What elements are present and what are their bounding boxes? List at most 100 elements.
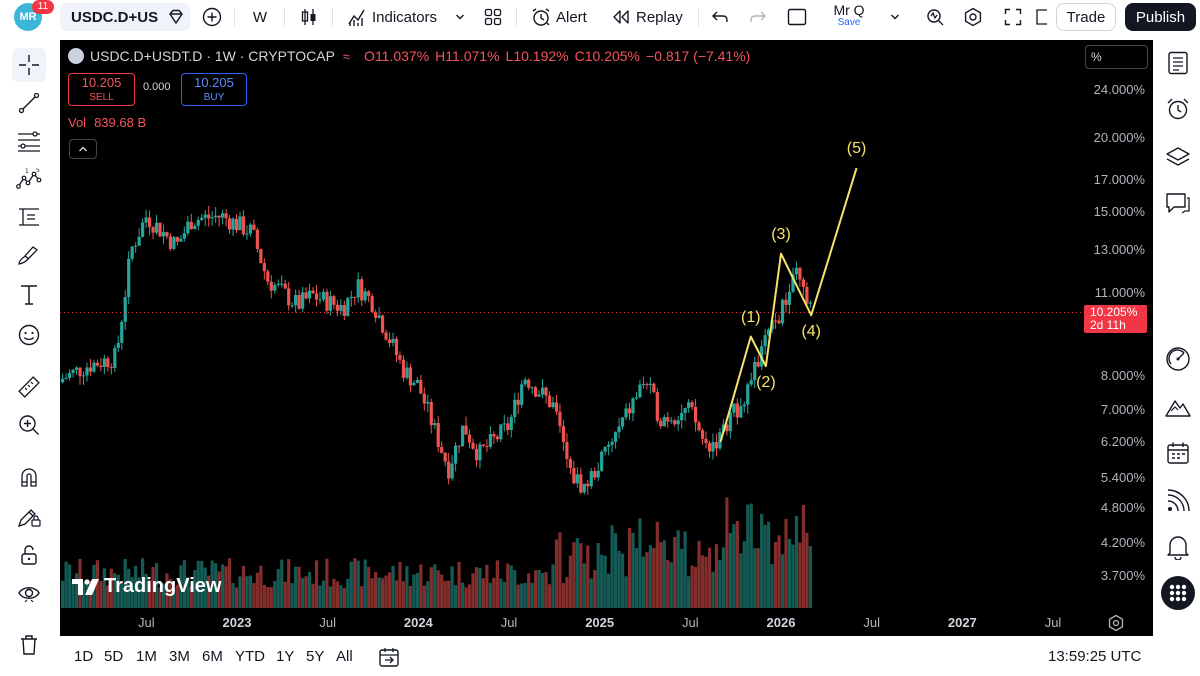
- hotlist-icon[interactable]: [1161, 342, 1195, 376]
- close-label: C: [574, 48, 585, 64]
- candle-body: [120, 321, 124, 343]
- crosshair-icon[interactable]: [12, 48, 46, 82]
- candle-body: [387, 339, 392, 344]
- candle-body: [596, 470, 600, 478]
- candle-body: [123, 297, 127, 322]
- long-position-icon[interactable]: [12, 200, 46, 234]
- interval-button[interactable]: W: [252, 8, 268, 26]
- brush-icon[interactable]: [12, 238, 46, 272]
- candle-body: [506, 423, 510, 431]
- price-scale-unit-button[interactable]: %: [1085, 45, 1148, 69]
- settings-icon[interactable]: [960, 0, 986, 34]
- publish-button[interactable]: Publish: [1125, 3, 1196, 31]
- ideas-icon[interactable]: [1161, 390, 1195, 424]
- volume-bar: [363, 559, 367, 608]
- volume-bar: [116, 574, 120, 608]
- quick-search-icon[interactable]: [922, 0, 948, 34]
- range-button-5y[interactable]: 5Y: [306, 648, 325, 665]
- volume-bar: [791, 544, 795, 608]
- trade-button[interactable]: Trade: [1056, 3, 1116, 31]
- fullscreen-icon[interactable]: [1000, 0, 1026, 34]
- symbol-search[interactable]: USDC.D+USDT.D: [60, 3, 190, 31]
- volume-bar: [273, 581, 277, 608]
- axis-settings-icon[interactable]: [1106, 613, 1126, 633]
- chart-pane[interactable]: USDC.D+USDT.D · 1W · CRYPTOCAP ≈ O 11.037…: [60, 40, 1153, 636]
- alarm-clock-icon[interactable]: [1161, 92, 1195, 126]
- fib-retracement-icon[interactable]: [12, 124, 46, 158]
- zoom-in-icon[interactable]: [12, 408, 46, 442]
- volume-bar: [374, 572, 378, 608]
- lock-drawing-icon[interactable]: [12, 500, 46, 534]
- volume-bar: [353, 558, 357, 608]
- range-button-5d[interactable]: 5D: [104, 648, 124, 665]
- volume-bar: [262, 584, 266, 608]
- candle-body: [61, 378, 65, 383]
- collapse-legend-button[interactable]: [69, 139, 97, 159]
- compare-add-icon[interactable]: [198, 0, 226, 34]
- range-button-1d[interactable]: 1D: [74, 648, 94, 665]
- chevron-down-icon[interactable]: [452, 0, 468, 34]
- volume-bar: [478, 568, 482, 608]
- candle-body: [558, 411, 562, 427]
- trend-line-icon[interactable]: [12, 86, 46, 120]
- volume-bar: [530, 582, 534, 608]
- volume-bar: [429, 567, 433, 608]
- volume-bar: [447, 580, 451, 608]
- spread-value: 0.000: [143, 81, 171, 93]
- text-icon[interactable]: [12, 278, 46, 312]
- range-button-1y[interactable]: 1Y: [276, 648, 295, 665]
- volume-bar: [634, 548, 639, 608]
- volume-bar: [165, 573, 169, 608]
- utc-clock[interactable]: 13:59:25 UTC: [1048, 648, 1142, 665]
- symbol-legend: USDC.D+USDT.D · 1W · CRYPTOCAP ≈ O 11.037…: [68, 47, 750, 65]
- sell-button[interactable]: 10.205 SELL: [68, 73, 135, 106]
- volume-bar: [582, 563, 586, 608]
- buy-button[interactable]: 10.205 BUY: [181, 73, 247, 106]
- lock-icon[interactable]: [12, 538, 46, 572]
- volume-bar: [499, 578, 503, 608]
- volume-bar: [673, 537, 677, 608]
- ruler-icon[interactable]: [12, 370, 46, 404]
- chat-icon[interactable]: [1161, 186, 1195, 220]
- screenshot-icon[interactable]: [1032, 0, 1052, 34]
- candle-type-icon[interactable]: [296, 0, 322, 34]
- candle-body: [92, 362, 96, 372]
- goto-date-icon[interactable]: [378, 646, 400, 672]
- emoji-icon[interactable]: [12, 318, 46, 352]
- diamond-icon[interactable]: [164, 0, 188, 34]
- range-button-all[interactable]: All: [336, 648, 353, 665]
- volume-bar: [471, 573, 475, 608]
- undo-icon[interactable]: [708, 0, 732, 34]
- range-button-1m[interactable]: 1M: [136, 648, 157, 665]
- apps-grid-icon[interactable]: [1161, 576, 1195, 610]
- watchlist-icon[interactable]: [1161, 46, 1195, 80]
- eye-icon[interactable]: [12, 576, 46, 610]
- change-value: −0.817 (−7.41%): [646, 48, 751, 64]
- calendar-icon[interactable]: [1161, 436, 1195, 470]
- trash-icon[interactable]: [12, 628, 46, 662]
- volume-bar: [356, 560, 360, 608]
- candle-body: [255, 229, 259, 249]
- indicators-button[interactable]: Indicators: [372, 8, 438, 26]
- volume-bar: [502, 581, 506, 608]
- candle-body: [805, 286, 809, 304]
- candle-body: [687, 402, 691, 409]
- bell-icon[interactable]: [1161, 530, 1195, 564]
- layout-chevron-icon[interactable]: [886, 0, 904, 34]
- alert-button[interactable]: Alert: [556, 8, 587, 26]
- range-button-ytd[interactable]: YTD: [235, 648, 265, 665]
- redo-icon[interactable]: [746, 0, 770, 34]
- candle-body: [579, 474, 583, 493]
- templates-grid-icon[interactable]: [480, 0, 506, 34]
- layout-icon[interactable]: [784, 0, 810, 34]
- broadcast-icon[interactable]: [1161, 484, 1195, 518]
- range-button-6m[interactable]: 6M: [202, 648, 223, 665]
- range-button-3m[interactable]: 3M: [169, 648, 190, 665]
- save-layout-button[interactable]: Mr Q Save: [826, 3, 872, 31]
- wave-label: (4): [801, 323, 821, 341]
- volume-bar: [307, 572, 312, 608]
- magnet-icon[interactable]: [12, 460, 46, 494]
- layers-icon[interactable]: [1161, 140, 1195, 174]
- replay-button[interactable]: Replay: [636, 8, 683, 26]
